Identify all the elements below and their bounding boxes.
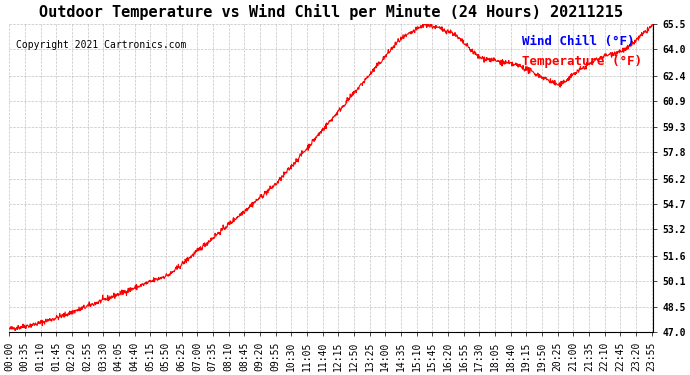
Title: Outdoor Temperature vs Wind Chill per Minute (24 Hours) 20211215: Outdoor Temperature vs Wind Chill per Mi… [39, 4, 623, 20]
Legend: Wind Chill (°F), Temperature (°F): Wind Chill (°F), Temperature (°F) [507, 30, 647, 73]
Text: Copyright 2021 Cartronics.com: Copyright 2021 Cartronics.com [16, 39, 186, 50]
